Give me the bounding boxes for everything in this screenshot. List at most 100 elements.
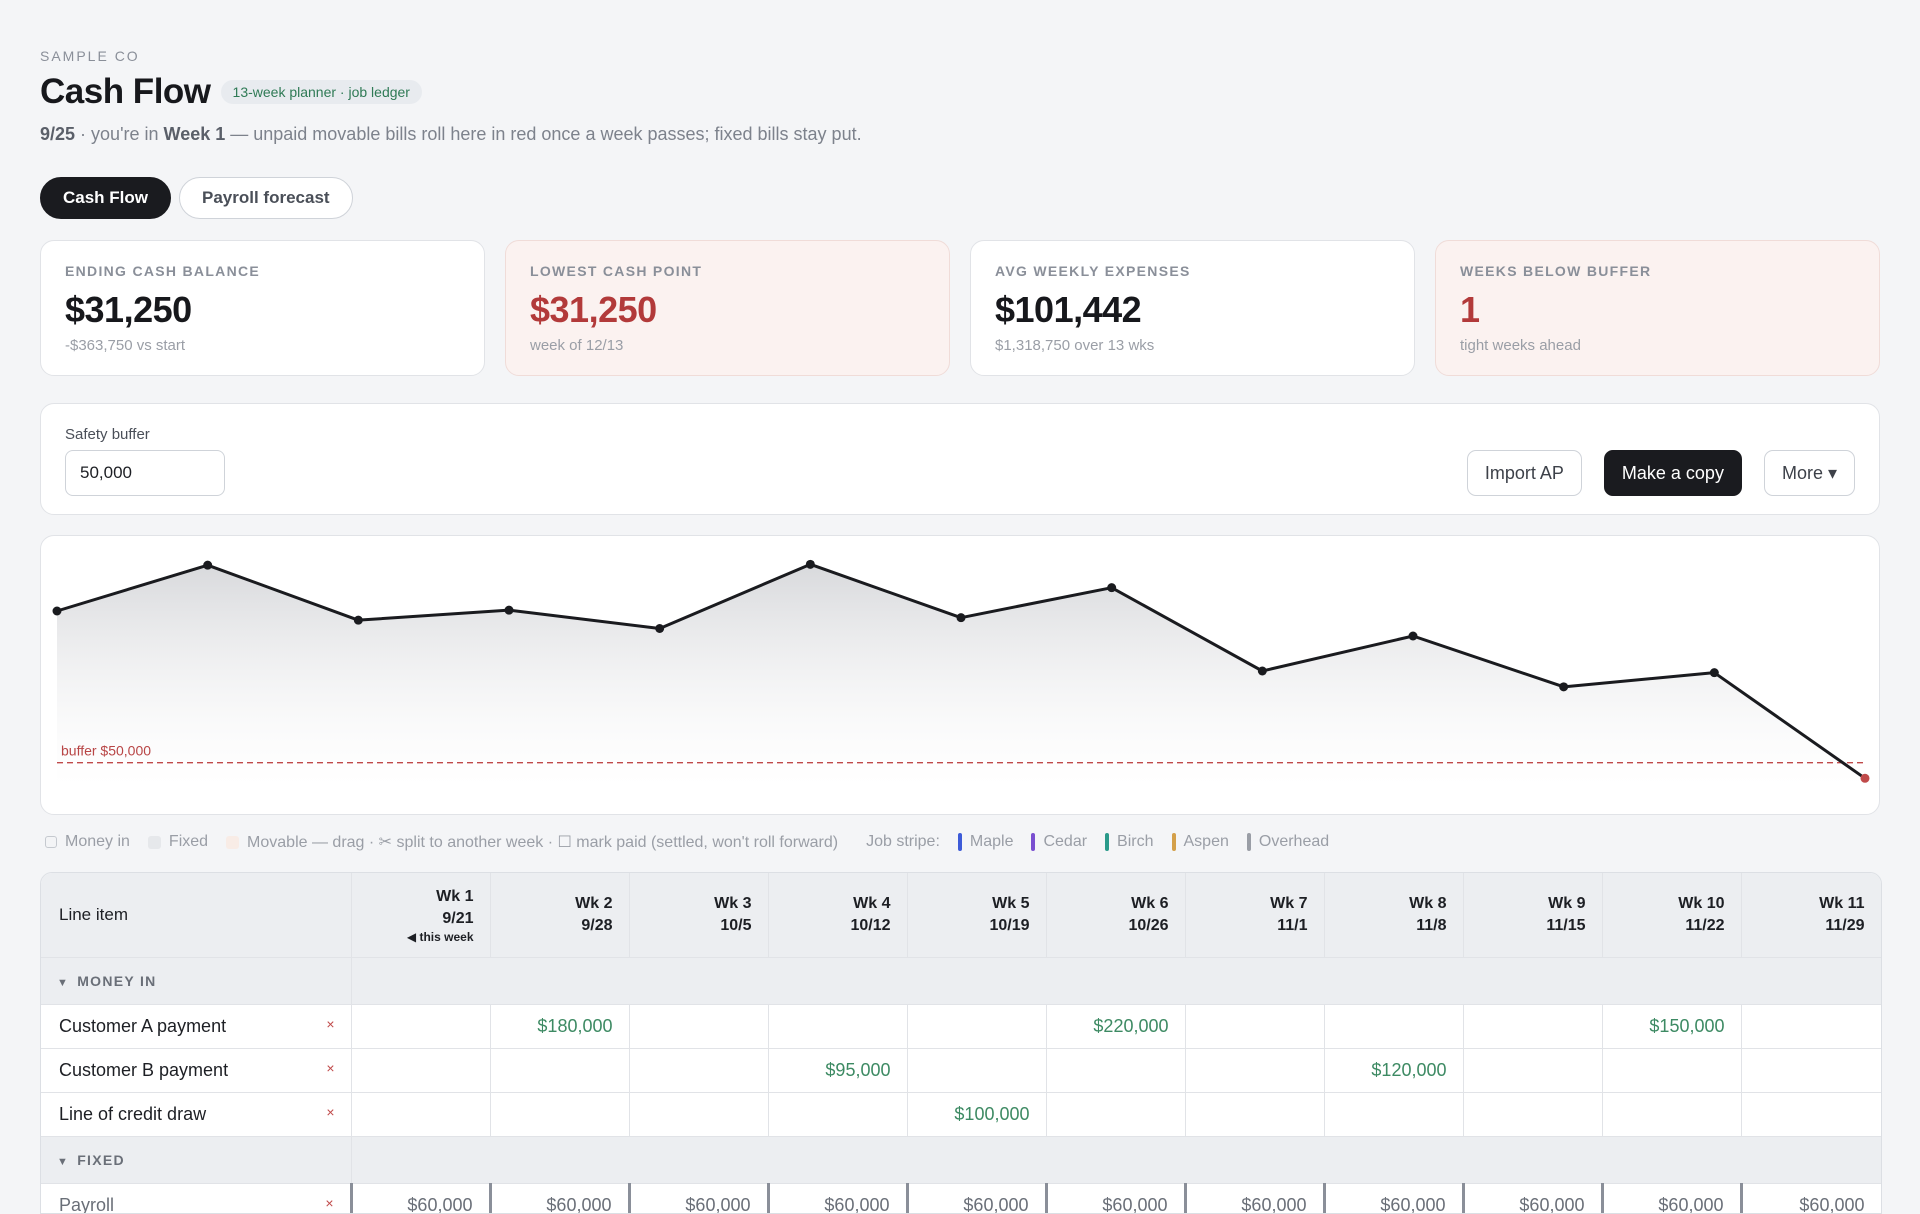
week-label: Wk 9	[1480, 893, 1586, 915]
week-cell[interactable]	[351, 1092, 490, 1136]
week-cell[interactable]	[1741, 1004, 1881, 1048]
week-cell[interactable]: $220,000	[1046, 1004, 1185, 1048]
week-cell[interactable]: $60,000	[1046, 1183, 1185, 1214]
section-money-in[interactable]: ▼MONEY IN	[41, 957, 1881, 1004]
cash-point[interactable]	[1258, 667, 1267, 676]
cash-point[interactable]	[505, 606, 514, 615]
cash-point[interactable]	[806, 560, 815, 569]
cash-point[interactable]	[1409, 632, 1418, 641]
week-cell[interactable]	[1463, 1092, 1602, 1136]
action-buttons: Import AP Make a copy More ▾	[1467, 450, 1855, 496]
week-cell[interactable]: $150,000	[1602, 1004, 1741, 1048]
week-cell[interactable]	[351, 1048, 490, 1092]
caret-down-icon[interactable]: ▼	[57, 977, 69, 989]
line-item-name[interactable]: Line of credit draw×	[41, 1092, 351, 1136]
cash-point[interactable]	[1107, 583, 1116, 592]
week-cell[interactable]: $100,000	[907, 1092, 1046, 1136]
week-cell[interactable]	[1185, 1092, 1324, 1136]
week-cell[interactable]: $60,000	[629, 1183, 768, 1214]
cash-point[interactable]	[354, 616, 363, 625]
cash-point[interactable]	[1559, 682, 1568, 691]
safety-buffer-input[interactable]	[65, 450, 225, 496]
kpi-value: 1	[1460, 289, 1855, 331]
table-row: Line of credit draw× $100,000	[41, 1092, 1881, 1136]
kpi-weeks-below-buffer: WEEKS BELOW BUFFER 1 tight weeks ahead	[1435, 240, 1880, 376]
cash-point[interactable]	[1710, 668, 1719, 677]
cash-point[interactable]	[655, 624, 664, 633]
line-item-name[interactable]: Customer B payment×	[41, 1048, 351, 1092]
week-cell[interactable]	[1463, 1004, 1602, 1048]
week-cell[interactable]: $60,000	[1185, 1183, 1324, 1214]
week-cell[interactable]	[768, 1092, 907, 1136]
week-cell[interactable]	[1741, 1048, 1881, 1092]
line-item-name[interactable]: Customer A payment ×	[41, 1004, 351, 1048]
week-cell[interactable]: $60,000	[351, 1183, 490, 1214]
section-label[interactable]: ▼MONEY IN	[41, 957, 351, 1004]
week-cell[interactable]: $60,000	[907, 1183, 1046, 1214]
caret-down-icon[interactable]: ▼	[57, 1156, 69, 1168]
week-cell[interactable]	[629, 1092, 768, 1136]
week-cell[interactable]: $60,000	[1324, 1183, 1463, 1214]
remove-row-icon[interactable]: ×	[326, 1016, 334, 1032]
remove-row-icon[interactable]: ×	[325, 1195, 333, 1211]
week-cell[interactable]: $180,000	[490, 1004, 629, 1048]
week-cell[interactable]: $60,000	[1602, 1183, 1741, 1214]
week-cell[interactable]	[1185, 1004, 1324, 1048]
week-cell[interactable]	[1324, 1004, 1463, 1048]
week-cell[interactable]	[768, 1004, 907, 1048]
page-title: Cash Flow	[40, 72, 211, 112]
section-label[interactable]: ▼FIXED	[41, 1136, 351, 1183]
week-cell[interactable]	[1602, 1048, 1741, 1092]
week-cell[interactable]	[1046, 1048, 1185, 1092]
cash-point[interactable]	[203, 561, 212, 570]
week-cell[interactable]	[907, 1048, 1046, 1092]
line-item-name[interactable]: Payroll×	[41, 1183, 351, 1214]
cash-point[interactable]	[53, 607, 62, 616]
week-cell[interactable]: $60,000	[1741, 1183, 1881, 1214]
subtitle-text: · you're in	[75, 124, 163, 144]
week-cell[interactable]: $120,000	[1324, 1048, 1463, 1092]
remove-row-icon[interactable]: ×	[326, 1104, 334, 1120]
more-menu-button[interactable]: More ▾	[1764, 450, 1855, 496]
week-date: 9/21	[368, 908, 474, 930]
week-label: Wk 3	[646, 893, 752, 915]
make-copy-button[interactable]: Make a copy	[1604, 450, 1742, 496]
line-item-label: Customer A payment	[59, 1016, 226, 1036]
section-fixed[interactable]: ▼FIXED	[41, 1136, 1881, 1183]
week-cell[interactable]: $60,000	[490, 1183, 629, 1214]
week-cell[interactable]	[490, 1048, 629, 1092]
week-cell[interactable]	[1046, 1092, 1185, 1136]
week-cell[interactable]	[351, 1004, 490, 1048]
tab-payroll-forecast[interactable]: Payroll forecast	[179, 177, 353, 219]
tab-cash-flow[interactable]: Cash Flow	[40, 177, 171, 219]
week-cell[interactable]: $60,000	[768, 1183, 907, 1214]
week-cell[interactable]: $60,000	[1463, 1183, 1602, 1214]
week-cell[interactable]	[490, 1092, 629, 1136]
week-cell[interactable]: $95,000	[768, 1048, 907, 1092]
line-item-header: Line item	[41, 873, 351, 957]
week-cell[interactable]	[629, 1048, 768, 1092]
import-ap-button[interactable]: Import AP	[1467, 450, 1582, 496]
cash-point[interactable]	[1861, 774, 1870, 783]
week-cell[interactable]	[1185, 1048, 1324, 1092]
week-cell[interactable]	[1741, 1092, 1881, 1136]
week-cell[interactable]	[1463, 1048, 1602, 1092]
week-cell[interactable]	[907, 1004, 1046, 1048]
week-cell[interactable]	[1602, 1092, 1741, 1136]
cash-point[interactable]	[957, 613, 966, 622]
week-cell[interactable]	[1324, 1092, 1463, 1136]
remove-row-icon[interactable]: ×	[326, 1060, 334, 1076]
week-cell[interactable]	[629, 1004, 768, 1048]
